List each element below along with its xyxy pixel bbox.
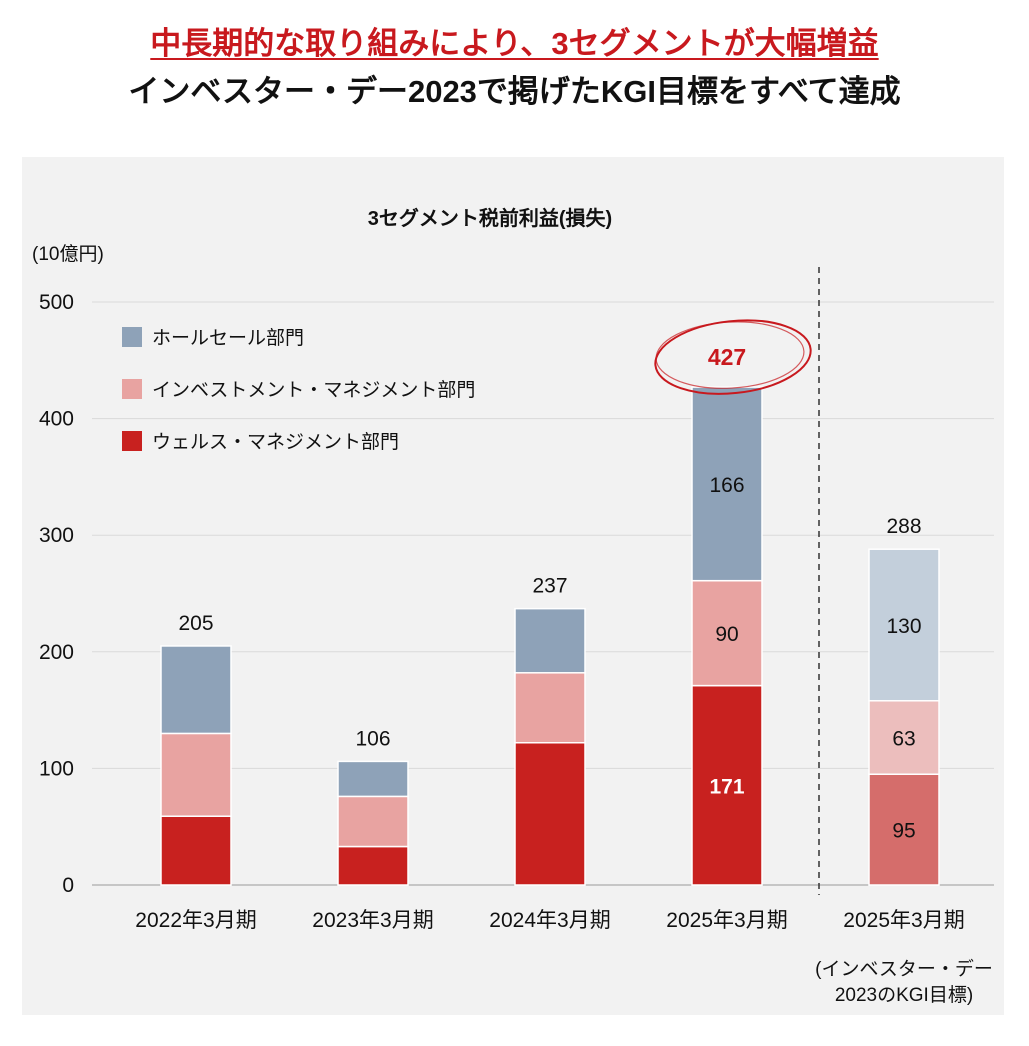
bar-segment <box>337 760 409 798</box>
bar-segment <box>691 579 763 687</box>
bar-segment <box>691 684 763 886</box>
bar-segment <box>868 548 940 702</box>
chart-title: 3セグメント税前利益(損失) <box>368 206 612 230</box>
segment-value-label: 90 <box>715 623 738 646</box>
highlight-circle-stroke <box>655 321 805 389</box>
legend-swatch <box>122 431 142 451</box>
segment-value-label: 95 <box>892 820 915 843</box>
bar-segment <box>337 845 409 886</box>
total-value-label: 288 <box>886 515 921 538</box>
x-category-label: 2025年3月期 <box>843 909 964 932</box>
y-tick-label: 0 <box>62 874 74 897</box>
legend-label: ホールセール部門 <box>152 327 304 349</box>
y-tick-label: 200 <box>39 641 74 664</box>
y-axis-unit-label: (10億円) <box>32 243 104 265</box>
segment-value-label: 171 <box>709 775 744 798</box>
headline-secondary: インベスター・デー2023で掲げたKGI目標をすべて達成 <box>128 74 901 109</box>
data-labels: 205 106 237 171 90 166 427 95 63 130 288 <box>178 319 922 843</box>
bar-segment <box>691 386 763 582</box>
y-tick-label: 100 <box>39 757 74 780</box>
bar-segment <box>160 732 232 817</box>
y-tick-label: 500 <box>39 291 74 314</box>
legend-label: ウェルス・マネジメント部門 <box>152 431 399 453</box>
bar-segment <box>868 700 940 775</box>
y-tick-label: 300 <box>39 524 74 547</box>
bar-segment <box>514 672 586 744</box>
target-category-note: (インベスター・デー <box>815 958 993 980</box>
bars <box>160 386 940 886</box>
segment-profit-chart: 3セグメント税前利益(損失) (10億円) 205 106 237 171 90 166 4… <box>32 206 994 1006</box>
bar-segment <box>160 645 232 735</box>
total-value-label: 205 <box>178 612 213 635</box>
bar-segment <box>868 773 940 886</box>
x-category-label: 2022年3月期 <box>135 909 256 932</box>
legend-label: インベストメント・マネジメント部門 <box>152 379 475 401</box>
legend-swatch <box>122 379 142 399</box>
segment-value-label: 130 <box>886 615 921 638</box>
y-tick-label: 400 <box>39 408 74 431</box>
segment-value-label: 166 <box>709 474 744 497</box>
legend-swatch <box>122 327 142 347</box>
bar-segment <box>160 815 232 886</box>
bar-segment <box>514 607 586 674</box>
target-category-note: 2023のKGI目標) <box>835 984 973 1006</box>
highlight-circle <box>654 319 812 395</box>
headline-primary: 中長期的な取り組みにより、3セグメントが大幅増益 <box>150 26 879 61</box>
segment-value-label: 63 <box>892 728 915 751</box>
chart-panel: 3セグメント税前利益(損失) (10億円) 205 106 237 171 90 166 4… <box>22 157 1004 1015</box>
axes: 0 100 200 300 400 500 2022年3月期 2023年3月期 2024年3月期… <box>39 291 993 1006</box>
x-category-label: 2024年3月期 <box>489 909 610 932</box>
total-value-label: 237 <box>532 575 567 598</box>
x-category-label: 2025年3月期 <box>666 909 787 932</box>
x-category-label: 2023年3月期 <box>312 909 433 932</box>
highlighted-total-label: 427 <box>708 344 746 370</box>
bar-segment <box>514 741 586 886</box>
bar-segment <box>337 795 409 848</box>
total-value-label: 106 <box>355 727 390 750</box>
